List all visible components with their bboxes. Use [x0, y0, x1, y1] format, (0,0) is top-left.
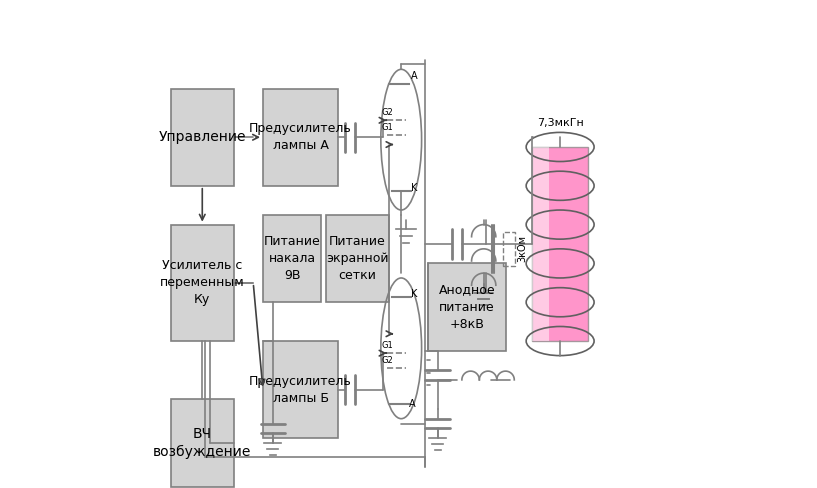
FancyBboxPatch shape — [263, 89, 338, 186]
Text: K: K — [411, 183, 417, 193]
Text: 7,3мкГн: 7,3мкГн — [537, 118, 583, 128]
Text: A: A — [411, 71, 417, 81]
Text: ВЧ
возбуждение: ВЧ возбуждение — [153, 427, 252, 459]
FancyBboxPatch shape — [171, 399, 234, 487]
Text: Анодное
питание
+8кВ: Анодное питание +8кВ — [439, 284, 495, 330]
Text: Предусилитель
лампы Б: Предусилитель лампы Б — [249, 375, 352, 405]
FancyBboxPatch shape — [263, 215, 321, 302]
Text: G2: G2 — [382, 356, 394, 365]
FancyBboxPatch shape — [171, 224, 234, 341]
Text: Предусилитель
лампы А: Предусилитель лампы А — [249, 122, 352, 152]
Text: Управление: Управление — [158, 130, 246, 144]
FancyBboxPatch shape — [532, 147, 588, 341]
Text: K: K — [411, 289, 417, 299]
FancyBboxPatch shape — [532, 147, 549, 341]
FancyBboxPatch shape — [171, 89, 234, 186]
Text: G2: G2 — [382, 108, 394, 118]
Text: Питание
накала
9В: Питание накала 9В — [264, 235, 320, 282]
FancyBboxPatch shape — [326, 215, 389, 302]
FancyBboxPatch shape — [428, 264, 506, 351]
Text: Усилитель с
переменным
Ку: Усилитель с переменным Ку — [160, 259, 244, 306]
Text: A: A — [408, 399, 415, 408]
Text: 3кОм: 3кОм — [518, 235, 528, 263]
Text: G1: G1 — [382, 341, 394, 350]
Text: G1: G1 — [382, 123, 394, 132]
FancyBboxPatch shape — [263, 341, 338, 438]
Text: Питание
экранной
сетки: Питание экранной сетки — [326, 235, 389, 282]
Bar — [503, 232, 516, 266]
